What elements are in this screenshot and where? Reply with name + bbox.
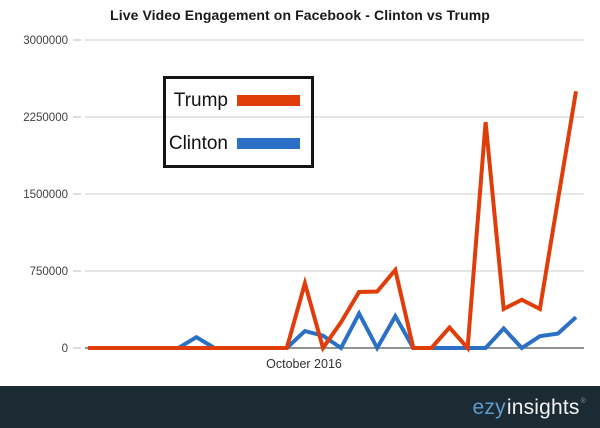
registered-trademark-icon: ®: [580, 397, 586, 405]
y-axis-tick-label: 2250000: [23, 112, 68, 124]
legend-row-trump: Trump: [166, 79, 311, 122]
brand-logo-ezy: ezy: [472, 395, 506, 419]
chart-legend: Trump Clinton: [163, 76, 314, 168]
y-axis-tick-label: 750000: [30, 266, 68, 278]
footer-bar: ezyinsights®: [0, 386, 600, 428]
legend-label-trump: Trump: [173, 90, 228, 111]
legend-swatch-clinton: [237, 138, 300, 149]
legend-row-clinton: Clinton: [166, 122, 311, 165]
x-axis-label: October 2016: [266, 357, 342, 371]
legend-label-clinton: Clinton: [168, 133, 228, 154]
legend-swatch-trump: [237, 95, 300, 106]
brand-logo: ezyinsights®: [473, 397, 586, 418]
chart-title: Live Video Engagement on Facebook - Clin…: [110, 7, 490, 23]
series-line-clinton: [88, 309, 578, 353]
y-axis-tick-label: 3000000: [23, 35, 68, 47]
chart-plot-area: 0 750000 1500000 2250000 3000000: [23, 35, 584, 355]
brand-logo-insights: insights: [506, 395, 580, 419]
series-line-trump: [88, 90, 578, 353]
y-axis-tick-label: 1500000: [23, 189, 68, 201]
y-axis-tick-label: 0: [62, 343, 68, 355]
